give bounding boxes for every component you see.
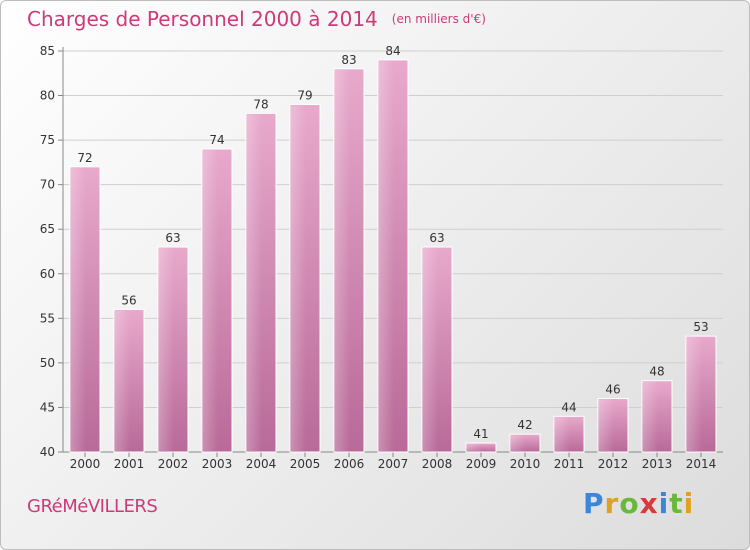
bar-highlight-2005: [291, 105, 306, 451]
bar-highlight-2013: [643, 381, 658, 451]
bar-highlight-2014: [687, 337, 702, 451]
x-tick-label: 2010: [510, 457, 541, 471]
data-label: 63: [429, 231, 444, 245]
x-tick-label: 2013: [642, 457, 673, 471]
data-label: 83: [341, 53, 356, 67]
bar-highlight-2007: [379, 60, 394, 452]
bar-highlight-2009: [467, 444, 482, 451]
axes: 40 45 50 55 60 65 70 75 80 85 2000 2001 2002 2003 2004…: [40, 44, 723, 471]
x-tick-label: 2006: [334, 457, 365, 471]
y-tick-label: 65: [40, 222, 55, 236]
y-tick-label: 80: [40, 89, 55, 103]
x-tick-label: 2014: [686, 457, 717, 471]
chart-title-text: Charges de Personnel 2000 à 2014: [27, 7, 378, 31]
x-tick-label: 2012: [598, 457, 629, 471]
x-tick-label: 2008: [422, 457, 453, 471]
x-tick-label: 2004: [246, 457, 277, 471]
data-label: 79: [297, 88, 312, 102]
bar-highlight-2010: [511, 435, 526, 451]
x-tick-label: 2001: [114, 457, 145, 471]
y-tick-label: 60: [40, 267, 55, 281]
city-name: GRéMéVILLERS: [27, 496, 158, 517]
bar-highlight-2001: [115, 310, 130, 451]
bar-highlight-2004: [247, 114, 262, 451]
x-tick-label: 2011: [554, 457, 585, 471]
x-tick-label: 2005: [290, 457, 321, 471]
bar-highlight-2002: [159, 248, 174, 451]
data-label: 84: [385, 44, 400, 58]
data-label: 74: [209, 133, 224, 147]
data-label: 48: [649, 365, 664, 379]
proxiti-logo: Proxiti: [583, 487, 695, 520]
data-label: 63: [165, 231, 180, 245]
bars: [69, 59, 717, 453]
x-tick-label: 2000: [70, 457, 101, 471]
data-label: 46: [605, 383, 620, 397]
chart-title: Charges de Personnel 2000 à 2014 (en mill…: [27, 7, 486, 31]
data-label: 78: [253, 97, 268, 111]
data-label: 44: [561, 400, 576, 414]
bar-highlight-2006: [335, 69, 350, 452]
data-label: 56: [121, 293, 136, 307]
x-tick-label: 2002: [158, 457, 189, 471]
y-tick-label: 55: [40, 311, 55, 325]
y-tick-label: 50: [40, 356, 55, 370]
y-tick-label: 40: [40, 445, 55, 459]
bar-highlight-2008: [423, 248, 438, 451]
x-tick-label: 2003: [202, 457, 233, 471]
data-label: 72: [77, 151, 92, 165]
bar-highlight-2003: [203, 150, 218, 451]
bar-highlight-2011: [555, 417, 570, 451]
y-tick-label: 70: [40, 178, 55, 192]
x-tick-label: 2007: [378, 457, 409, 471]
data-label: 53: [693, 320, 708, 334]
chart-unit: (en milliers d'€): [391, 12, 486, 26]
data-label: 41: [473, 427, 488, 441]
bar-chart: 40 45 50 55 60 65 70 75 80 85 2000 2001 2002 2003 2004…: [40, 44, 723, 471]
bar-highlight-2012: [599, 399, 614, 451]
y-tick-label: 75: [40, 133, 55, 147]
data-labels: 72 56 63 74 78 79 83 84 63 41 42 44 46 48 53: [77, 44, 708, 441]
bar-highlight-2000: [71, 167, 86, 451]
x-tick-label: 2009: [466, 457, 497, 471]
y-tick-label: 85: [40, 44, 55, 58]
data-label: 42: [517, 418, 532, 432]
y-tick-label: 45: [40, 400, 55, 414]
